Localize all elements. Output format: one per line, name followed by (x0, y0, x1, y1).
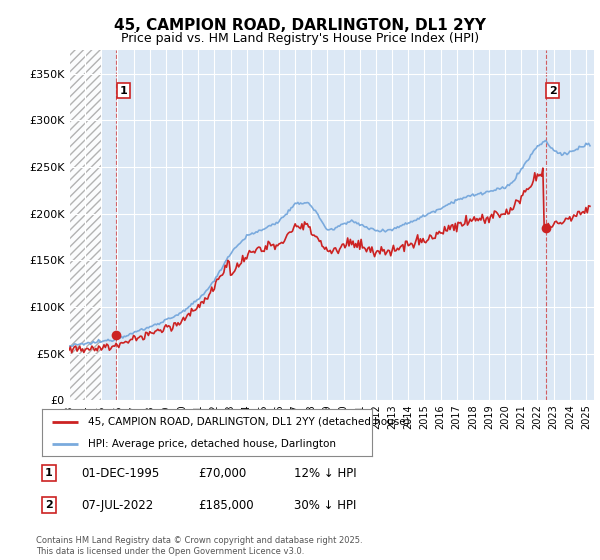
Text: 12% ↓ HPI: 12% ↓ HPI (294, 466, 356, 480)
Bar (69, 50, 101, 400)
Text: Price paid vs. HM Land Registry's House Price Index (HPI): Price paid vs. HM Land Registry's House … (121, 32, 479, 45)
Text: 30% ↓ HPI: 30% ↓ HPI (294, 498, 356, 512)
Text: 45, CAMPION ROAD, DARLINGTON, DL1 2YY (detached house): 45, CAMPION ROAD, DARLINGTON, DL1 2YY (d… (88, 417, 410, 427)
Text: 2: 2 (549, 86, 557, 96)
Text: HPI: Average price, detached house, Darlington: HPI: Average price, detached house, Darl… (88, 438, 336, 449)
Text: 07-JUL-2022: 07-JUL-2022 (81, 498, 153, 512)
Text: Contains HM Land Registry data © Crown copyright and database right 2025.
This d: Contains HM Land Registry data © Crown c… (36, 536, 362, 556)
Text: 1: 1 (119, 86, 127, 96)
Text: 45, CAMPION ROAD, DARLINGTON, DL1 2YY: 45, CAMPION ROAD, DARLINGTON, DL1 2YY (114, 18, 486, 33)
Text: £185,000: £185,000 (198, 498, 254, 512)
Text: 2: 2 (45, 500, 53, 510)
Text: 1: 1 (45, 468, 53, 478)
Text: 01-DEC-1995: 01-DEC-1995 (81, 466, 159, 480)
Text: £70,000: £70,000 (198, 466, 246, 480)
